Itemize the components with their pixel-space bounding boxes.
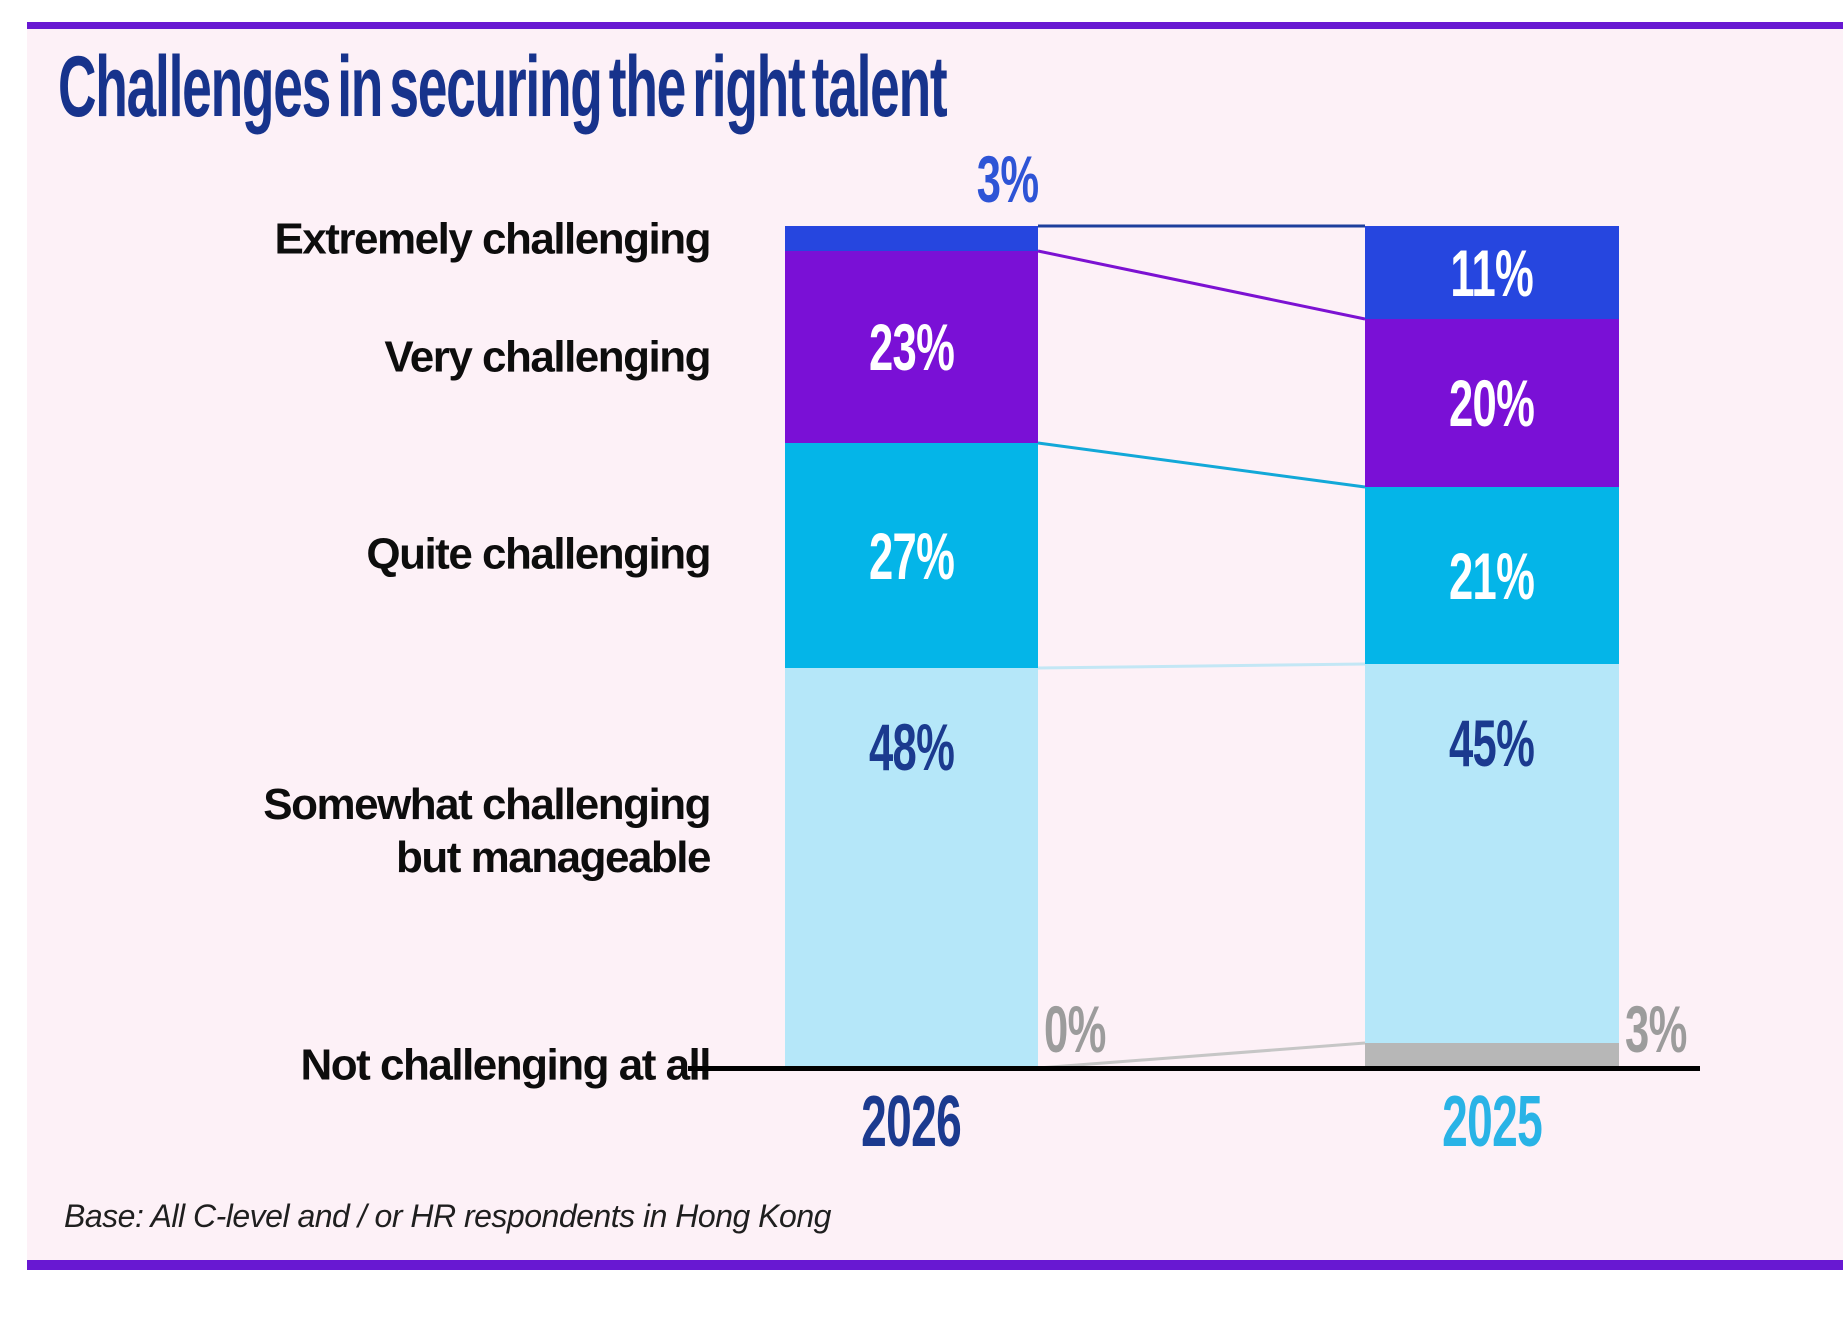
bar-segment-2025-4: 45% [1365, 664, 1619, 1043]
page-title: Challenges in securing the right talent [58, 39, 948, 135]
bar-segment-2025-1: 11% [1365, 226, 1619, 319]
bar-segment-2026-2: 23% [785, 251, 1038, 443]
outside-value-label-2026-5: 0% [1044, 992, 1106, 1066]
segment-value-label: 23% [868, 310, 955, 384]
category-label-quite-challenging: Quite challenging [366, 529, 711, 579]
stacked-bar-2025: 11% 20% 21% 45% [1365, 226, 1619, 1068]
category-label-extremely-challenging: Extremely challenging [274, 214, 711, 264]
x-axis-label-2025: 2025 [1365, 1086, 1619, 1158]
x-axis-line [688, 1066, 1700, 1071]
category-label-not-challenging: Not challenging at all [300, 1040, 712, 1090]
x-axis-label-2026: 2026 [785, 1086, 1038, 1158]
category-label-somewhat-challenging: Somewhat challenging but manageable [263, 780, 711, 882]
segment-value-label: 21% [1449, 538, 1535, 613]
year-2025-text: 2025 [1442, 1082, 1543, 1162]
segment-value-label: 48% [868, 710, 955, 784]
bar-segment-2026-1 [785, 226, 1038, 251]
outside-value-label-2026-1: 3% [976, 142, 1038, 216]
year-2026-text: 2026 [861, 1082, 963, 1162]
bar-segment-2025-5 [1365, 1043, 1619, 1068]
segment-value-label: 45% [1449, 706, 1535, 780]
stacked-bar-2026: 23% 27% 48% [785, 226, 1038, 1068]
bar-segment-2026-4: 48% [785, 668, 1038, 1068]
bar-segment-2025-2: 20% [1365, 319, 1619, 487]
bar-segment-2025-3: 21% [1365, 487, 1619, 664]
bar-segment-2026-3: 27% [785, 443, 1038, 668]
outside-value-label-2025-5: 3% [1625, 992, 1687, 1066]
category-label-very-challenging: Very challenging [384, 332, 711, 382]
segment-value-label: 27% [868, 518, 955, 593]
segment-value-label: 20% [1449, 366, 1535, 440]
segment-value-label: 11% [1450, 235, 1534, 310]
base-note: Base: All C-level and / or HR respondent… [64, 1198, 831, 1234]
